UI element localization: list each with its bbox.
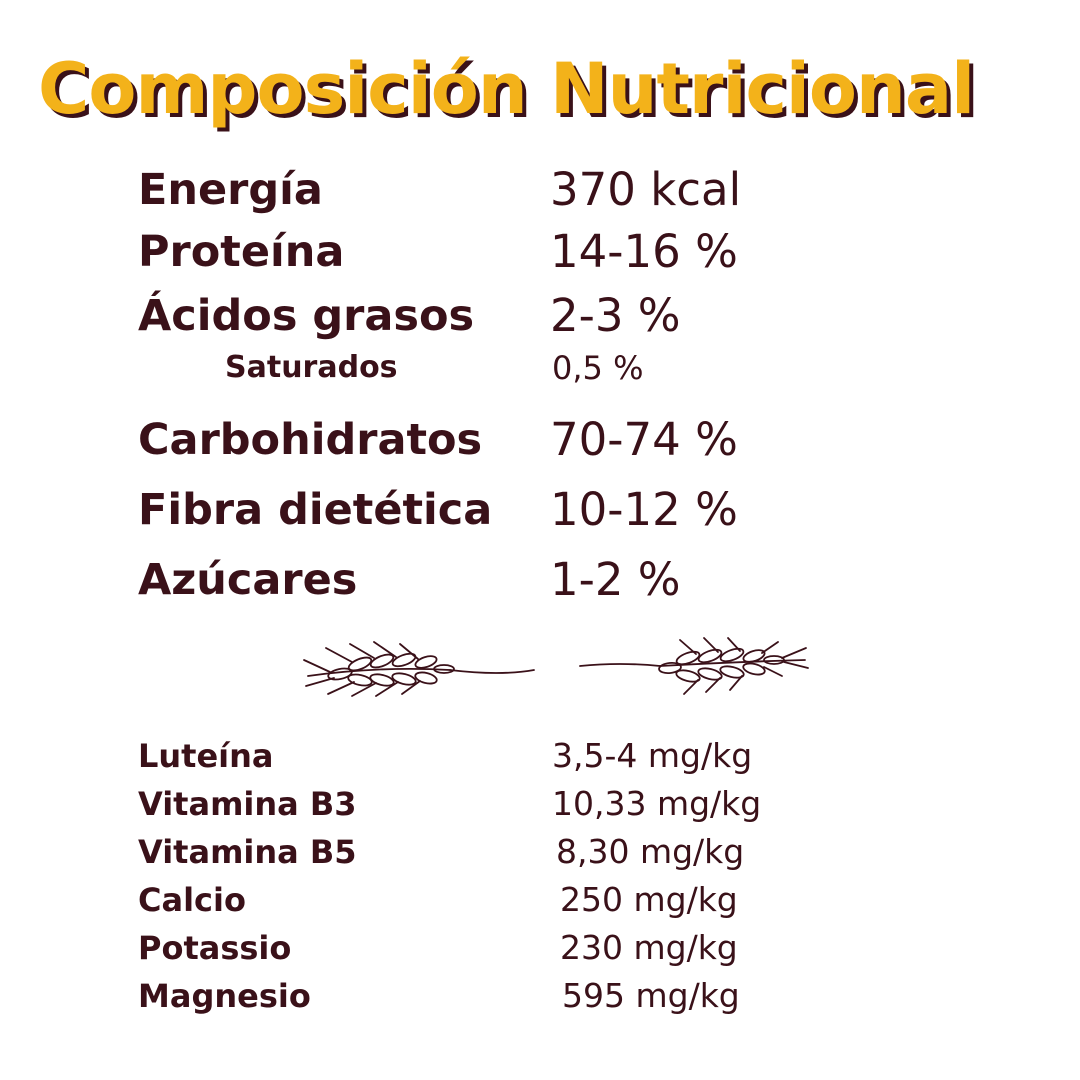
micronutrient-row-potassio: Potassio 230 mg/kg — [0, 926, 1080, 970]
nutrient-label: Carbohidratos — [138, 415, 483, 465]
wheat-ears-icon — [303, 637, 809, 697]
nutrient-label: Ácidos grasos — [138, 291, 475, 341]
nutrient-value: 2-3 % — [550, 289, 681, 342]
micronutrient-label: Vitamina B5 — [138, 833, 357, 871]
micronutrient-value: 8,30 mg/kg — [556, 832, 745, 871]
nutrient-value: 10-12 % — [550, 483, 738, 536]
micronutrient-value: 250 mg/kg — [560, 880, 738, 919]
nutrient-label: Azúcares — [138, 555, 358, 605]
micronutrient-label: Luteína — [138, 737, 274, 775]
micronutrient-row-vitamina-b5: Vitamina B5 8,30 mg/kg — [0, 830, 1080, 874]
nutrient-subvalue: 0,5 % — [552, 349, 644, 387]
nutrient-value: 370 kcal — [550, 163, 742, 216]
micronutrient-row-magnesio: Magnesio 595 mg/kg — [0, 974, 1080, 1018]
micronutrient-value: 10,33 mg/kg — [552, 784, 762, 823]
micronutrient-value: 230 mg/kg — [560, 928, 738, 967]
micronutrient-row-vitamina-b3: Vitamina B3 10,33 mg/kg — [0, 782, 1080, 826]
micronutrient-label: Calcio — [138, 881, 246, 919]
page-title: Composición Nutricional — [38, 48, 975, 130]
nutrient-row-fibra: Fibra dietética 10-12 % — [0, 480, 1080, 540]
nutrient-value: 1-2 % — [550, 553, 681, 606]
nutrient-row-azucares: Azúcares 1-2 % — [0, 550, 1080, 610]
nutrient-value: 70-74 % — [550, 413, 738, 466]
nutrient-row-carbohidratos: Carbohidratos 70-74 % — [0, 410, 1080, 470]
nutrient-label: Fibra dietética — [138, 485, 493, 535]
nutrient-value: 14-16 % — [550, 225, 738, 278]
nutrient-row-energia: Energía 370 kcal — [0, 160, 1080, 220]
micronutrient-label: Vitamina B3 — [138, 785, 357, 823]
micronutrient-label: Magnesio — [138, 977, 311, 1015]
micronutrient-value: 3,5-4 mg/kg — [552, 736, 753, 775]
nutrient-sublabel: Saturados — [225, 350, 398, 385]
nutrient-label: Energía — [138, 165, 323, 215]
nutrient-row-acidos-grasos: Ácidos grasos 2-3 % — [0, 286, 1080, 346]
nutrient-row-proteina: Proteína 14-16 % — [0, 222, 1080, 282]
micronutrient-row-luteina: Luteína 3,5-4 mg/kg — [0, 734, 1080, 778]
micronutrient-row-calcio: Calcio 250 mg/kg — [0, 878, 1080, 922]
micronutrient-value: 595 mg/kg — [562, 976, 740, 1015]
nutrient-label: Proteína — [138, 227, 345, 277]
nutrient-row-saturados: Saturados 0,5 % — [0, 338, 1080, 398]
micronutrient-label: Potassio — [138, 929, 292, 967]
